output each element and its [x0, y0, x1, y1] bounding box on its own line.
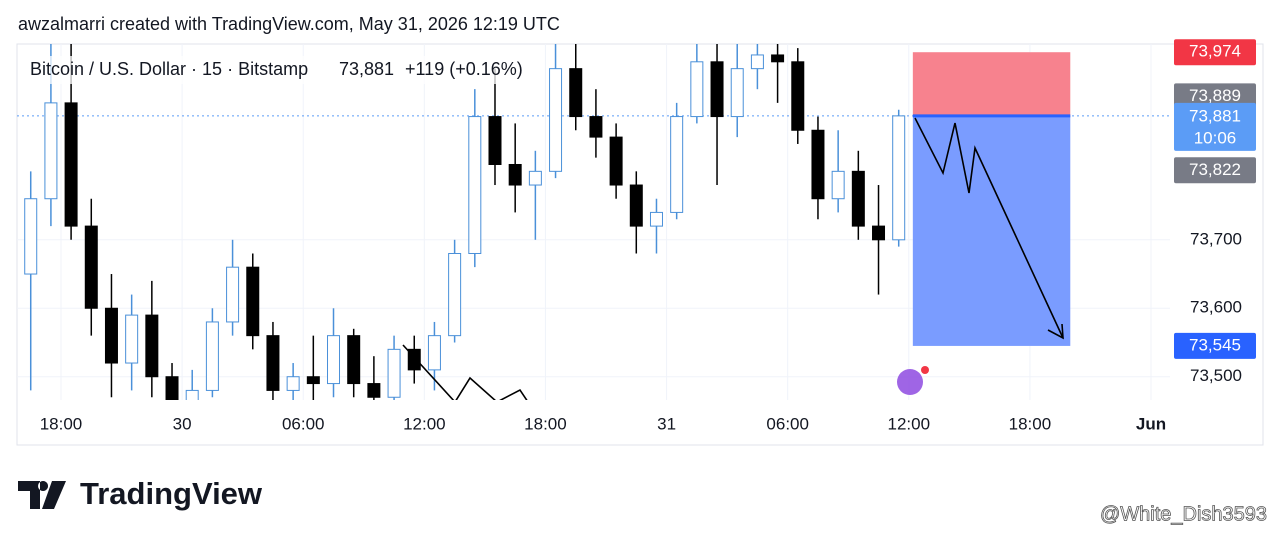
price-label: 73,881: [1189, 106, 1241, 125]
arrow-head: [1047, 323, 1064, 340]
candle-body: [690, 61, 704, 118]
candle-body: [851, 170, 865, 227]
x-tick-label: 18:00: [1009, 414, 1052, 433]
candle-body: [226, 266, 240, 323]
candle-body: [710, 61, 724, 118]
price-label: 73,545: [1189, 335, 1241, 354]
header: awzalmarri created with TradingView.com,…: [18, 14, 560, 34]
x-tick-label: 12:00: [403, 414, 446, 433]
candle-body: [84, 225, 98, 309]
legend-bg: [22, 56, 542, 84]
candle-body: [347, 335, 361, 385]
chart-frame: [16, 43, 1264, 446]
candle-body: [791, 61, 805, 131]
candle-body: [266, 335, 280, 391]
countdown: 10:06: [1194, 128, 1237, 147]
assistant-badge: [921, 366, 929, 374]
price-change: +119 (+0.16%): [405, 59, 523, 79]
target-zone: [912, 115, 1071, 346]
old-path: [402, 344, 528, 400]
candle-body: [831, 170, 845, 200]
candle-body: [549, 68, 563, 172]
forecast-path: [914, 117, 1064, 339]
candle-body: [125, 314, 139, 364]
candle-body: [649, 211, 663, 227]
tv-logo: TradingView: [80, 476, 263, 511]
candle-body: [367, 383, 381, 398]
candle-body: [811, 129, 825, 200]
price-label: 73,889: [1189, 86, 1241, 105]
candle-body: [569, 68, 583, 118]
price-label: 73,822: [1189, 160, 1241, 179]
stop-zone: [912, 52, 1071, 116]
candle-body: [64, 102, 78, 227]
candle-body: [730, 68, 744, 118]
candles: [24, 44, 906, 400]
candle-body: [609, 136, 623, 186]
tv-logo-mark: [18, 481, 66, 509]
x-tick-label: 18:00: [524, 414, 567, 433]
candle-body: [508, 163, 522, 186]
candle-body: [771, 54, 785, 63]
price-label-bg: [1174, 102, 1256, 151]
x-tick-label: 31: [657, 414, 676, 433]
candle-body: [448, 252, 462, 337]
axes: 18:00 30 06:00 12:00 18:00 31 06:00 12:00 18:00 J…: [40, 39, 1256, 433]
y-tick-label: 73,500: [1190, 366, 1242, 385]
candle-body: [427, 335, 441, 371]
candle-body: [488, 116, 502, 165]
last-price: 73,881: [339, 59, 394, 79]
price-label-bg: [1174, 157, 1256, 184]
candle-body: [24, 198, 38, 275]
position-tool: [912, 52, 1071, 346]
candle-body: [387, 348, 401, 398]
price-label: 73,974: [1189, 42, 1241, 61]
candle-body: [872, 225, 886, 241]
candle-body: [528, 170, 542, 186]
candle-body: [286, 376, 300, 391]
candle-body: [670, 116, 684, 213]
price-label-bg: [1174, 332, 1256, 359]
x-tick-label: 12:00: [888, 414, 931, 433]
candle-body: [246, 266, 260, 337]
x-tick-label: 18:00: [40, 414, 83, 433]
candle-body: [327, 335, 341, 385]
price-label-bg: [1174, 39, 1256, 66]
candle-body: [104, 307, 118, 364]
drawings: [402, 117, 1064, 400]
x-tick-label: 30: [173, 414, 192, 433]
candle-body: [306, 376, 320, 385]
candle-body: [165, 376, 179, 400]
candle-body: [468, 116, 482, 254]
candle-body: [145, 314, 159, 378]
symbol-title: Bitcoin / U.S. Dollar · 15 · Bitstamp: [30, 59, 308, 79]
x-tick-label: 06:00: [282, 414, 325, 433]
candle-body: [589, 116, 603, 138]
x-tick-label: Jun: [1136, 414, 1166, 433]
candle-body: [44, 102, 58, 200]
candle-body: [892, 115, 906, 241]
x-tick-label: 06:00: [766, 414, 809, 433]
candle-body: [629, 184, 643, 227]
candle-body: [205, 321, 219, 391]
assistant-icon[interactable]: [897, 369, 923, 395]
watermark: @White_Dish3593: [1100, 503, 1267, 525]
y-tick-label: 73,600: [1190, 298, 1242, 317]
candle-body: [750, 54, 764, 70]
y-tick-label: 73,700: [1190, 229, 1242, 248]
candle-body: [185, 389, 199, 400]
